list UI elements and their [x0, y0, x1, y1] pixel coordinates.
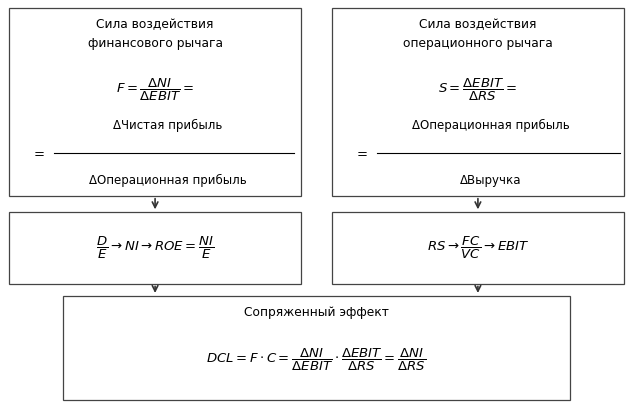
Text: $\mathit{RS} \rightarrow \dfrac{\mathit{FC}}{\mathit{VC}} \rightarrow \mathit{EB: $\mathit{RS} \rightarrow \dfrac{\mathit{…: [427, 235, 529, 261]
Bar: [332, 8, 624, 196]
Text: операционного рычага: операционного рычага: [403, 37, 553, 50]
Text: ΔВыручка: ΔВыручка: [460, 174, 522, 187]
Text: $\mathit{F} = \dfrac{\Delta \mathit{NI}}{\Delta \mathit{EBIT}} =$: $\mathit{F} = \dfrac{\Delta \mathit{NI}}…: [116, 77, 194, 103]
Text: ΔЧистая прибыль: ΔЧистая прибыль: [113, 119, 222, 132]
Text: финансового рычага: финансового рычага: [87, 37, 223, 50]
Bar: [332, 212, 624, 284]
Text: $\mathit{S} = \dfrac{\Delta \mathit{EBIT}}{\Delta \mathit{RS}} =$: $\mathit{S} = \dfrac{\Delta \mathit{EBIT…: [439, 77, 517, 103]
Text: $=$: $=$: [354, 146, 368, 160]
Bar: [9, 8, 301, 196]
Text: Сопряженный эффект: Сопряженный эффект: [244, 306, 389, 319]
Bar: [9, 212, 301, 284]
Text: $\mathit{DCL} = \mathit{F} \cdot \mathit{C} = \dfrac{\Delta \mathit{NI}}{\Delta : $\mathit{DCL} = \mathit{F} \cdot \mathit…: [206, 347, 427, 373]
Bar: [63, 296, 570, 400]
Text: ΔОперационная прибыль: ΔОперационная прибыль: [411, 119, 570, 132]
Text: $\dfrac{\mathit{D}}{\mathit{E}} \rightarrow \mathit{NI} \rightarrow \mathit{ROE}: $\dfrac{\mathit{D}}{\mathit{E}} \rightar…: [96, 235, 214, 261]
Text: Сила воздействия: Сила воздействия: [419, 18, 537, 31]
Text: Сила воздействия: Сила воздействия: [96, 18, 214, 31]
Text: ΔОперационная прибыль: ΔОперационная прибыль: [89, 174, 247, 187]
Text: $=$: $=$: [31, 146, 45, 160]
